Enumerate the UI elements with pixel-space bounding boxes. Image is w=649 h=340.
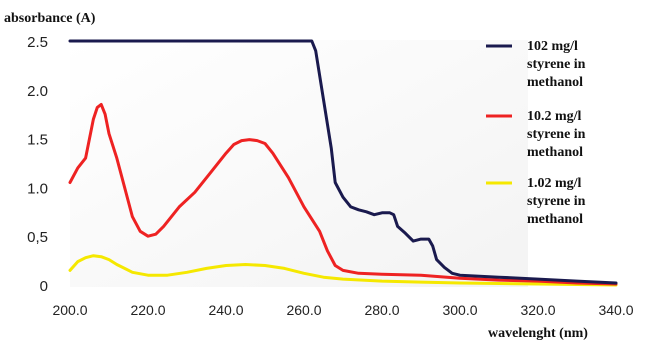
y-tick-label: 0 bbox=[40, 278, 48, 295]
x-tick-labels: 200.0 220.0 240.0 260.0 280.0 300.0 320.0 340.0 bbox=[52, 302, 633, 318]
x-tick-label: 300.0 bbox=[442, 302, 477, 318]
x-axis-title: wavelenght (nm) bbox=[488, 326, 588, 340]
legend-label: methanol bbox=[527, 212, 583, 227]
y-tick-label: 1.5 bbox=[27, 132, 48, 149]
y-tick-labels: 0 0,5 1.0 1.5 2.0 2.5 bbox=[27, 34, 48, 295]
x-tick-label: 240.0 bbox=[208, 302, 243, 318]
x-tick-label: 280.0 bbox=[364, 302, 399, 318]
legend-label: styrene in bbox=[527, 194, 586, 209]
series-lines bbox=[68, 39, 618, 287]
legend: 102 mg/l styrene in methanol 10.2 mg/l styre… bbox=[486, 39, 586, 227]
y-tick-label: 0,5 bbox=[27, 229, 48, 246]
legend-label: methanol bbox=[527, 75, 583, 90]
y-tick-label: 2.0 bbox=[27, 83, 48, 100]
plot-area bbox=[70, 40, 528, 287]
legend-label: styrene in bbox=[527, 57, 586, 72]
series-line-2 bbox=[68, 254, 618, 287]
y-tick-label: 1.0 bbox=[27, 180, 48, 197]
x-tick-label: 320.0 bbox=[520, 302, 555, 318]
legend-label: 10.2 mg/l bbox=[527, 109, 582, 124]
y-axis-title: absorbance (A) bbox=[4, 11, 96, 26]
x-tick-label: 340.0 bbox=[598, 302, 633, 318]
y-tick-label: 2.5 bbox=[27, 34, 48, 51]
series-line-0 bbox=[68, 39, 618, 285]
legend-label: methanol bbox=[527, 145, 583, 160]
x-tick-label: 260.0 bbox=[286, 302, 321, 318]
legend-label: 1.02 mg/l bbox=[527, 176, 582, 191]
series-line-1 bbox=[68, 102, 618, 286]
x-tick-label: 200.0 bbox=[52, 302, 87, 318]
legend-label: styrene in bbox=[527, 127, 586, 142]
x-tick-label: 220.0 bbox=[130, 302, 165, 318]
legend-label: 102 mg/l bbox=[527, 39, 578, 54]
